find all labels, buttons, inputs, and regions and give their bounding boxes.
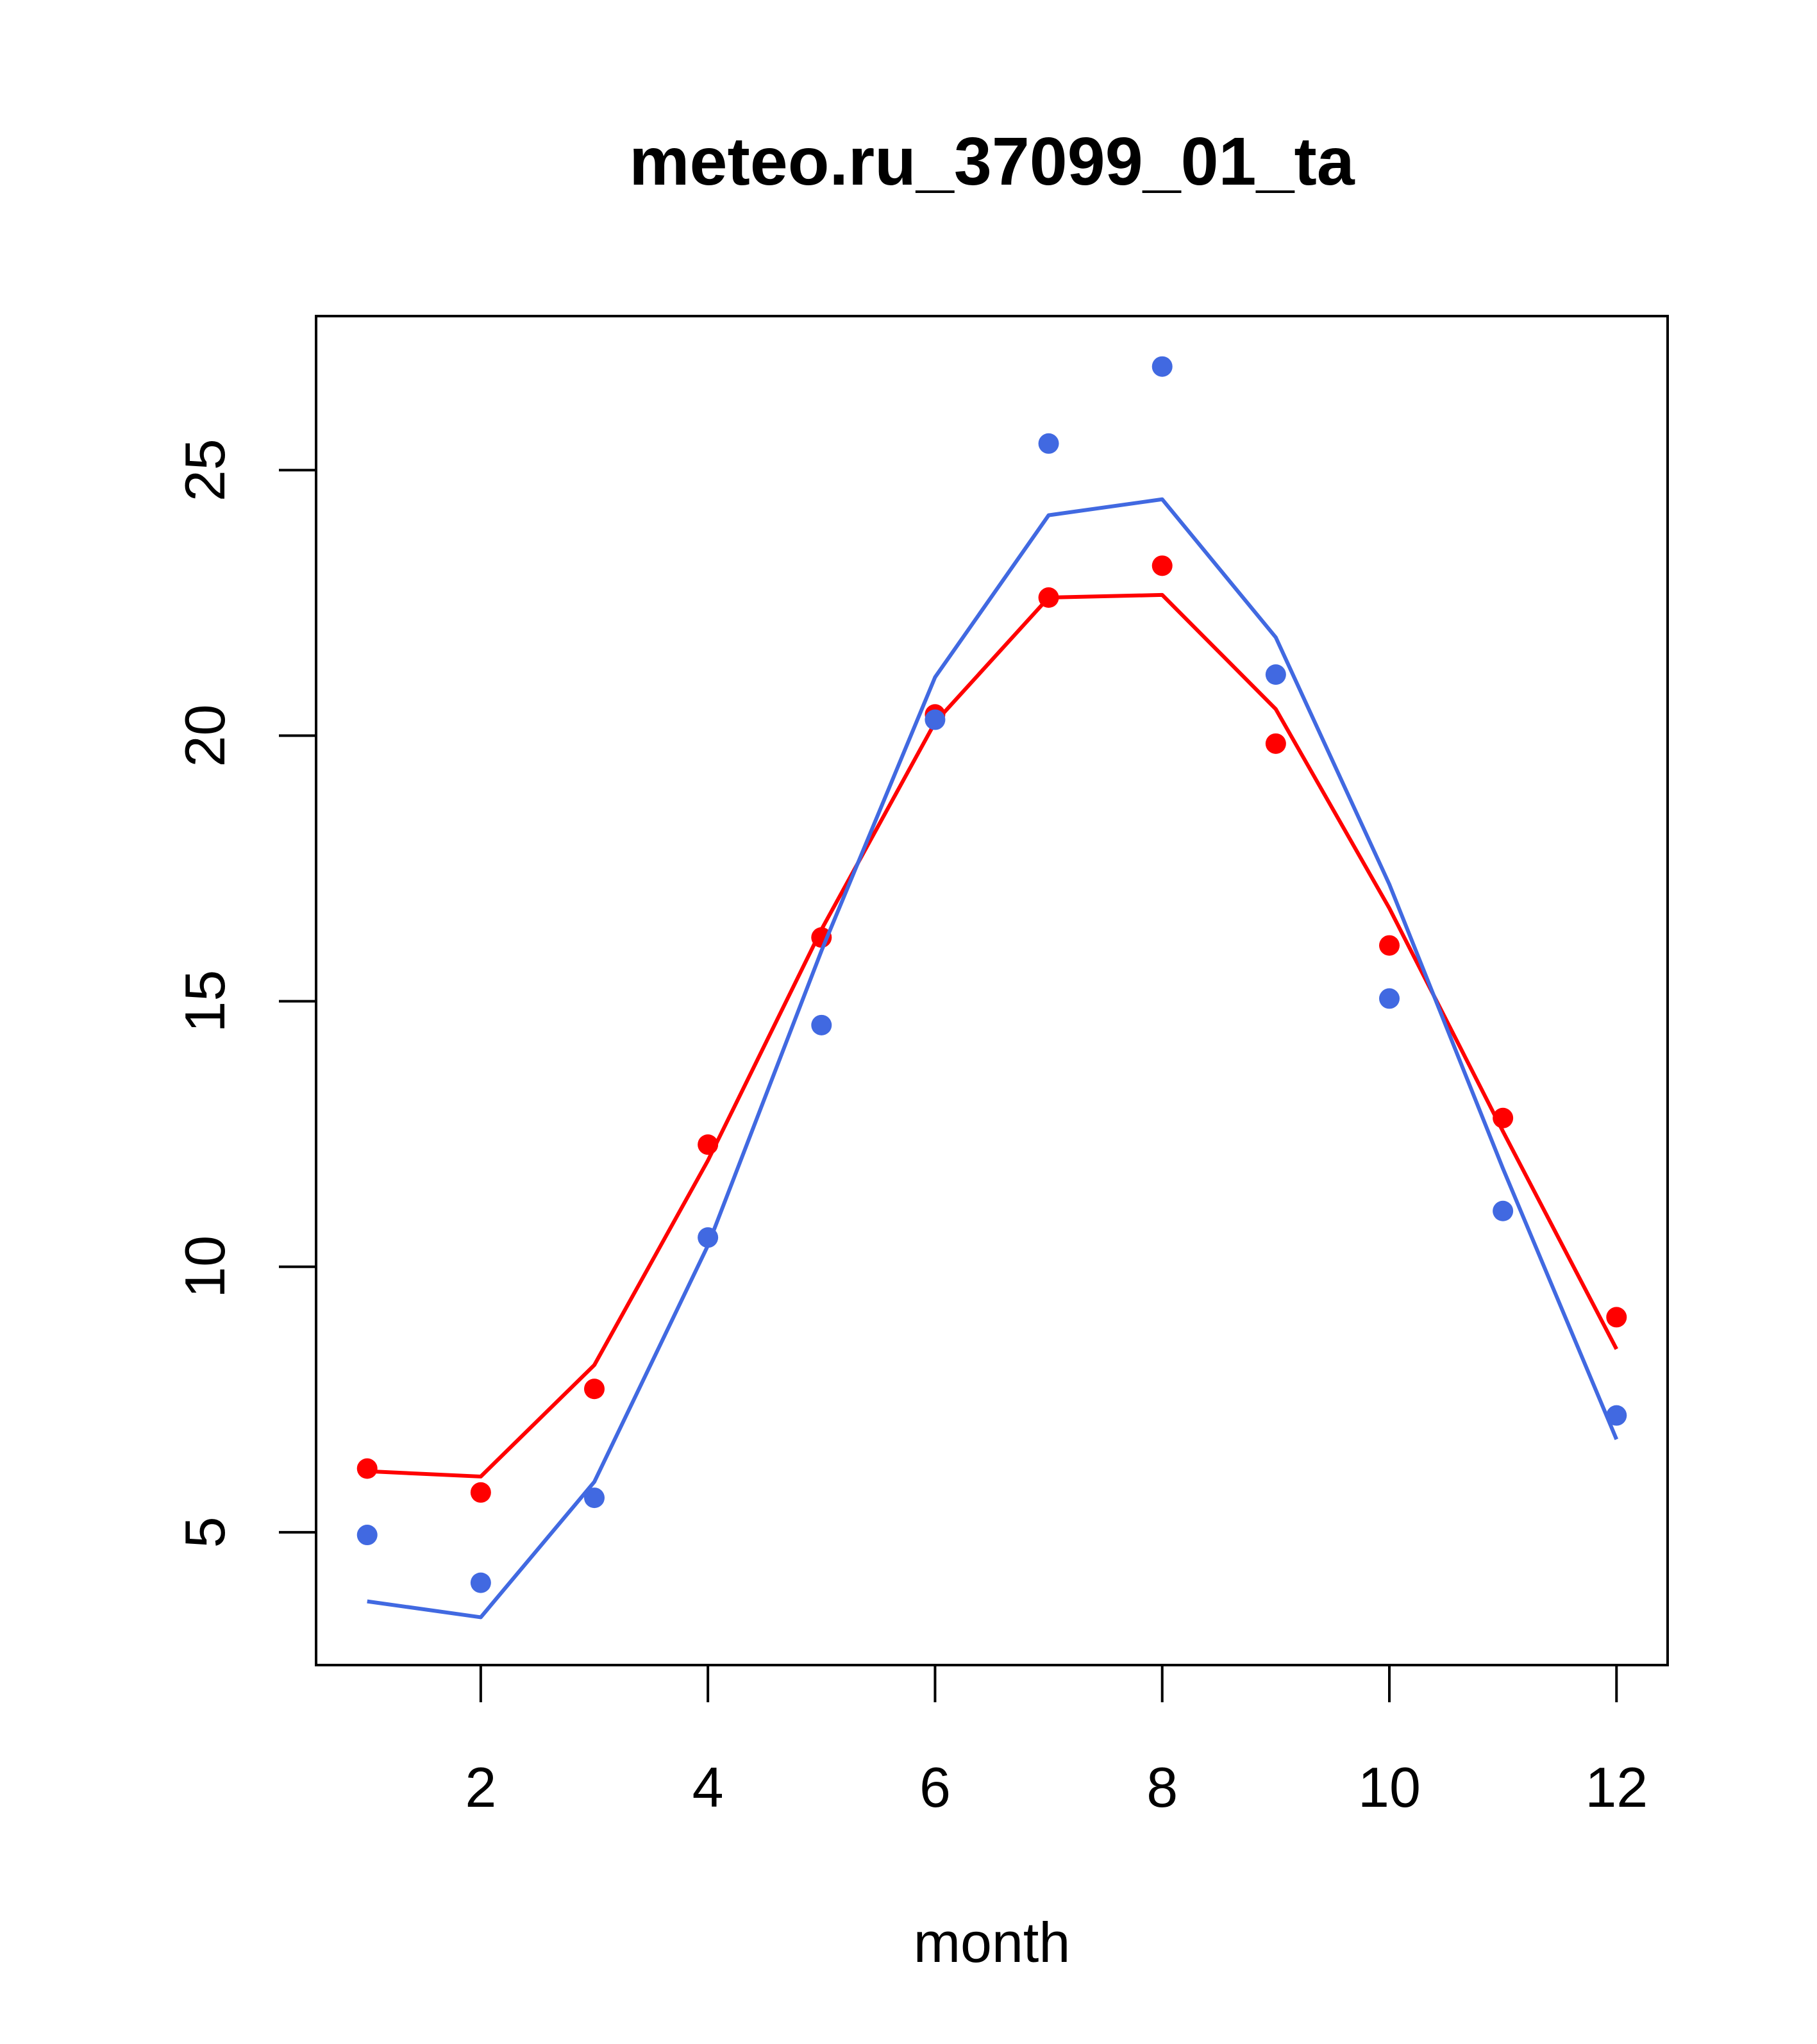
- series-0-point-2: [584, 1378, 605, 1400]
- series-1-point-10: [1493, 1200, 1514, 1221]
- y-tick-label-2: 15: [173, 970, 237, 1033]
- series-1-point-9: [1379, 988, 1400, 1009]
- x-tick-label-3: 8: [1146, 1755, 1178, 1819]
- x-axis: 2 4 6 8 10 12: [465, 1665, 1648, 1819]
- series-0-point-11: [1606, 1307, 1627, 1328]
- x-axis-label: month: [914, 1911, 1071, 1974]
- series-layer: [356, 356, 1627, 1620]
- series-1-point-5: [925, 709, 946, 730]
- series-1-point-0: [356, 1525, 378, 1546]
- series-1-point-2: [584, 1487, 605, 1509]
- series-0-point-8: [1265, 733, 1286, 754]
- series-0-point-0: [356, 1458, 378, 1479]
- series-1: [356, 356, 1627, 1620]
- series-1-point-3: [698, 1227, 719, 1248]
- series-1-point-7: [1151, 356, 1173, 377]
- series-0-line: [367, 592, 1618, 1479]
- series-1-point-1: [470, 1572, 491, 1593]
- series-0-point-7: [1151, 555, 1173, 576]
- x-tick-label-0: 2: [465, 1755, 496, 1819]
- y-axis: 5 10 15 20 25: [173, 439, 316, 1548]
- series-0-point-6: [1038, 587, 1059, 608]
- series-0-point-9: [1379, 935, 1400, 956]
- series-0-point-10: [1493, 1107, 1514, 1128]
- y-tick-label-4: 25: [173, 439, 237, 501]
- y-tick-label-1: 10: [173, 1236, 237, 1298]
- series-1-point-4: [811, 1014, 832, 1035]
- series-1-point-11: [1606, 1405, 1627, 1426]
- y-tick-label-3: 20: [173, 704, 237, 767]
- series-1-point-6: [1038, 433, 1059, 454]
- plot-frame: [315, 315, 1669, 1666]
- chart-title: meteo.ru_37099_01_ta: [629, 124, 1355, 199]
- series-1-point-8: [1265, 664, 1286, 685]
- x-tick-label-2: 6: [919, 1755, 951, 1819]
- series-1-line: [367, 497, 1619, 1620]
- x-tick-label-1: 4: [692, 1755, 724, 1819]
- y-tick-label-0: 5: [173, 1516, 237, 1548]
- x-tick-label-5: 12: [1585, 1755, 1648, 1819]
- x-tick-label-4: 10: [1358, 1755, 1421, 1819]
- series-0-point-1: [470, 1482, 491, 1503]
- series-0-point-3: [698, 1134, 719, 1155]
- series-0: [356, 555, 1627, 1503]
